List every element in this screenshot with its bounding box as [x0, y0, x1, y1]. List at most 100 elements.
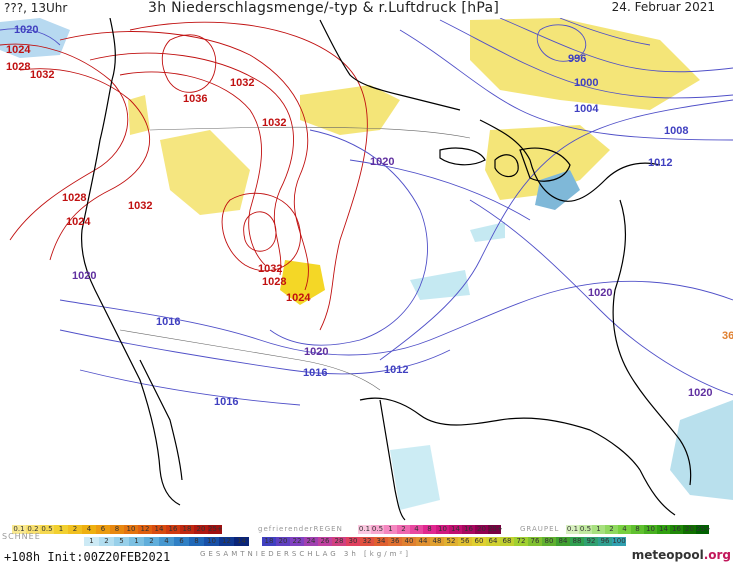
- snow-area-gulf: [390, 445, 440, 510]
- rain-scale-step: 8: [110, 525, 124, 534]
- graupel-scale-step: 25+: [696, 525, 711, 534]
- isobar-label: 1020: [14, 24, 39, 36]
- rain-scale-step: 20: [194, 525, 208, 534]
- snow-area-caribbean: [670, 400, 733, 500]
- isobar-label: 1016: [303, 367, 328, 379]
- total-scale-step: 72: [514, 537, 528, 546]
- rain-scale-step: 14: [152, 525, 166, 534]
- legend: 0.1 0.2 0.5 1 2 4 6 8 10 12 14 16 18 20 25+ 0.1 0.5 1 2 4 8…: [0, 521, 733, 566]
- isobar-label: 1024: [6, 44, 31, 56]
- low-pressure-isobars: [0, 17, 733, 406]
- total-scale-step: 100: [612, 537, 626, 546]
- isobar-label: 36: [722, 330, 733, 342]
- total-scale-step: 92: [584, 537, 598, 546]
- freezing-label: gefrierenderREGEN: [258, 525, 343, 533]
- total-scale-step: 96: [598, 537, 612, 546]
- brand-suffix: .org: [703, 548, 731, 562]
- isobar-label: 1028: [262, 276, 287, 288]
- rain-area-canada-center: [300, 85, 400, 135]
- rain-scale-step: 12: [138, 525, 152, 534]
- rain-scale-step: 0.5: [40, 525, 54, 534]
- freezing-scale-step: 2: [397, 525, 410, 534]
- total-scale-step: 88: [570, 537, 584, 546]
- forecast-date: 24. Februar 2021: [611, 0, 715, 14]
- total-scale-step: 34: [374, 537, 388, 546]
- graupel-scale-step: 2: [605, 525, 618, 534]
- isobar-label: 1028: [62, 192, 87, 204]
- isobar-label: 1020: [588, 287, 613, 299]
- rain-scale-step: 16: [166, 525, 180, 534]
- total-scale-step: 56: [458, 537, 472, 546]
- total-scale-step: 20: [276, 537, 290, 546]
- isobar-label: 1008: [664, 125, 689, 137]
- total-scale-step: 44: [416, 537, 430, 546]
- snow-scale-step: 1: [129, 537, 144, 546]
- high-pressure-isobars: [0, 21, 368, 331]
- total-scale-step: 60: [472, 537, 486, 546]
- total-scale-step: 36: [388, 537, 402, 546]
- total-scale-step: 18: [262, 537, 276, 546]
- isobar-label: 1032: [230, 77, 255, 89]
- graupel-scale-step: 0.1: [566, 525, 579, 534]
- rain-area-coast: [128, 95, 150, 135]
- freezing-scale-step: 10: [436, 525, 449, 534]
- isobar-label: 1024: [66, 216, 91, 228]
- isobar-label: 1020: [370, 156, 395, 168]
- isobar-label: 1020: [304, 346, 329, 358]
- rain-scale-step: 18: [180, 525, 194, 534]
- total-scale-step: 48: [430, 537, 444, 546]
- snow-area-central2: [470, 222, 505, 242]
- rain-scale-step: 2: [68, 525, 82, 534]
- isobar-label: 1020: [72, 270, 97, 282]
- freezing-scale-step: 25+: [488, 525, 503, 534]
- graupel-scale-step: 8: [631, 525, 644, 534]
- gesamt-label: GESAMTNIEDERSCHLAG 3h [kg/m²]: [200, 550, 411, 558]
- total-scale-step: 80: [542, 537, 556, 546]
- snow-scale-step: 14: [234, 537, 249, 546]
- snow-scale-step: 12: [219, 537, 234, 546]
- isobar-label: 1032: [128, 200, 153, 212]
- rain-area-canada-north: [470, 18, 700, 110]
- snow-scale-step: 5: [114, 537, 129, 546]
- isobar-label: 1032: [30, 69, 55, 81]
- total-scale-step: 52: [444, 537, 458, 546]
- brand-logo[interactable]: meteopool.org: [632, 548, 731, 562]
- snow-scale-step: 6: [174, 537, 189, 546]
- freezing-scale-step: 20: [475, 525, 488, 534]
- precip-layer: [0, 18, 733, 510]
- graupel-scale-step: 14: [657, 525, 670, 534]
- graupel-scale-step: 4: [618, 525, 631, 534]
- total-scale-step: 24: [304, 537, 318, 546]
- total-scale-step: 68: [500, 537, 514, 546]
- isobar-label: 1028: [6, 61, 31, 73]
- total-scale-step: 26: [318, 537, 332, 546]
- freezing-scale-step: 4: [410, 525, 423, 534]
- snow-scale-step: 1: [84, 537, 99, 546]
- snow-area-newengland: [535, 170, 580, 210]
- rain-scale-step: 25+: [208, 525, 223, 534]
- isobar-label: 1032: [258, 263, 283, 275]
- snow-scale-step: 10: [204, 537, 219, 546]
- freezing-scale-step: 0.5: [371, 525, 384, 534]
- isobar-label: 1024: [286, 292, 311, 304]
- freezing-scale-step: 16: [462, 525, 475, 534]
- rain-scale-step: 10: [124, 525, 138, 534]
- snow-scale-step: 4: [159, 537, 174, 546]
- snow-scale-step: 2: [144, 537, 159, 546]
- isobar-label: 1016: [214, 396, 239, 408]
- total-scale-step: 76: [528, 537, 542, 546]
- snow-area-central: [410, 270, 470, 300]
- isobar-label: 1032: [262, 117, 287, 129]
- freezing-scale-step: 14: [449, 525, 462, 534]
- coastlines: [80, 17, 692, 521]
- rain-scale-step: 4: [82, 525, 96, 534]
- graupel-scale-step: 10: [644, 525, 657, 534]
- graupel-label: GRAUPEL: [520, 525, 560, 533]
- forecast-time: ???, 13Uhr: [4, 1, 68, 15]
- rain-area-greatlakes: [485, 125, 610, 200]
- rain-scale-step: 1: [54, 525, 68, 534]
- total-scale-step: 30: [346, 537, 360, 546]
- isobar-label: 1004: [574, 103, 599, 115]
